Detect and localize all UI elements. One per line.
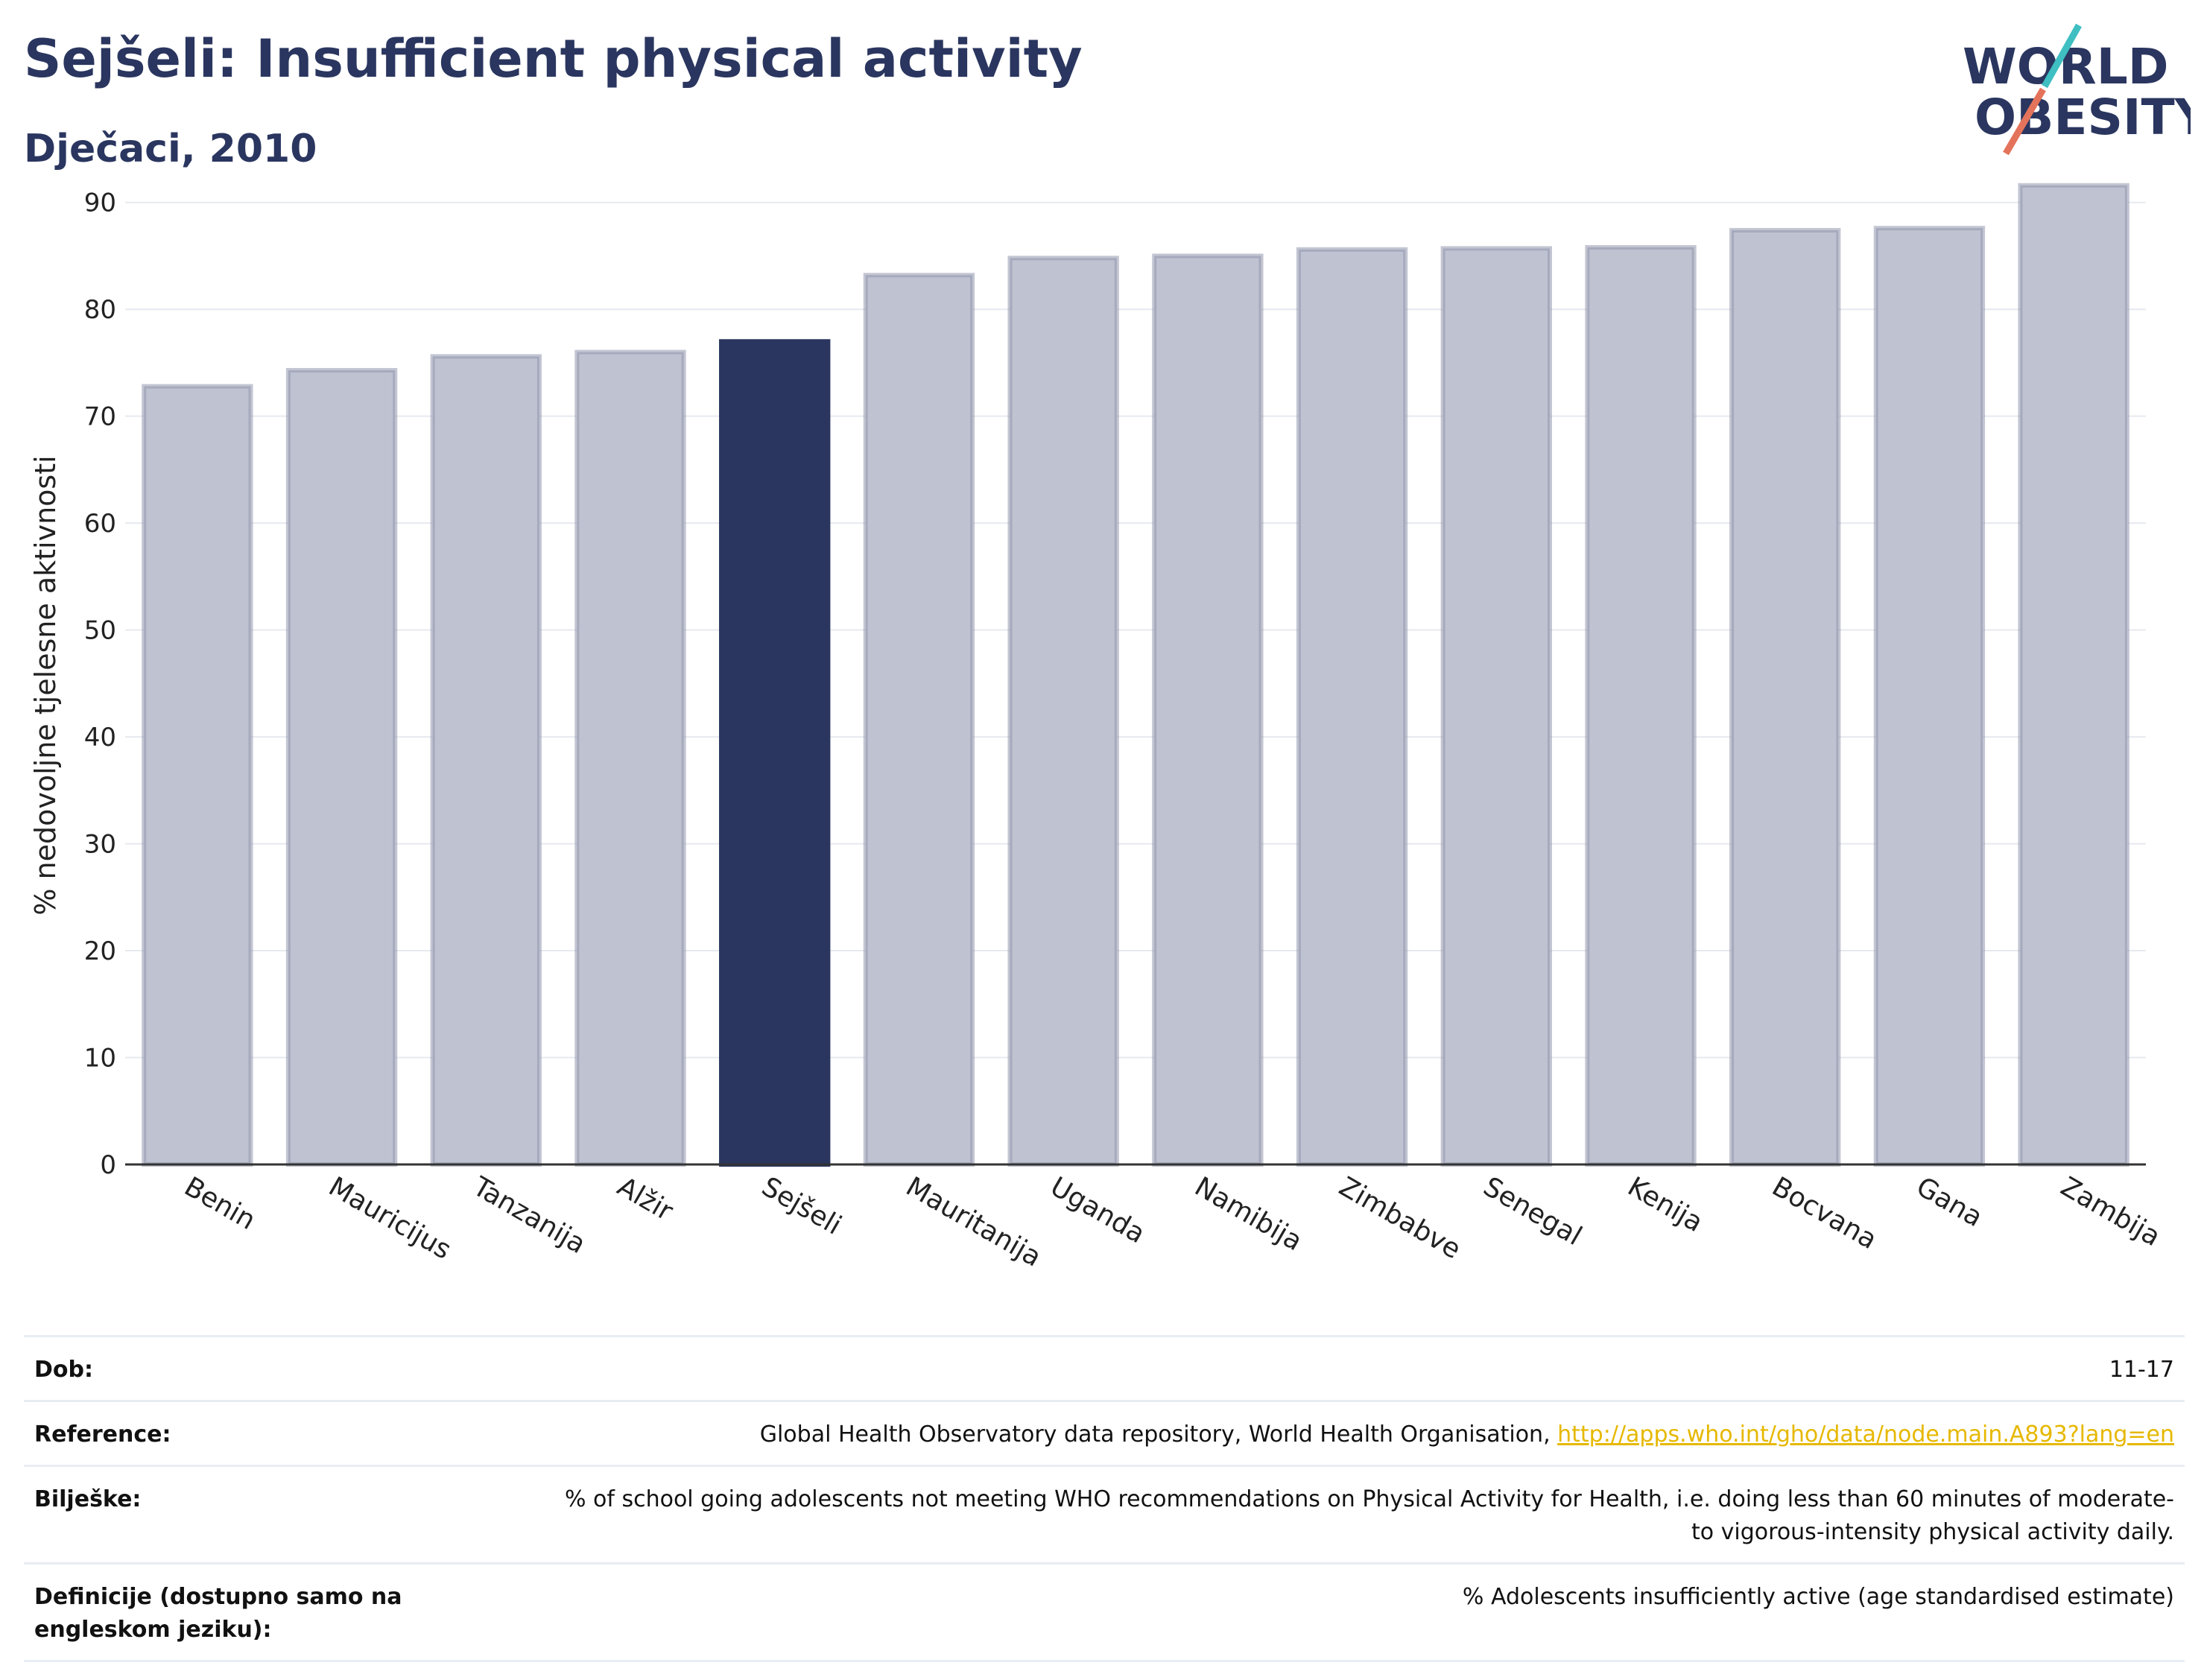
bar-gana: [1873, 226, 1986, 1167]
gridlines: [125, 201, 2146, 1059]
info-key-age: Dob:: [24, 1335, 551, 1401]
y-tick-label: 80: [84, 295, 116, 325]
bar-zimbabve: [1296, 247, 1408, 1167]
page-title: Sejšeli: Insufficient physical activity: [24, 28, 1083, 89]
y-tick-label: 70: [84, 402, 116, 432]
y-tick-label: 90: [84, 188, 116, 218]
logo-line2: OBESITY: [1975, 89, 2191, 146]
x-tick-label: Zambija: [2056, 1171, 2166, 1252]
info-row-age: Dob: 11-17: [24, 1335, 2185, 1401]
bar-senegal: [1440, 246, 1552, 1167]
bar-alžir: [574, 349, 686, 1167]
y-tick-label: 0: [100, 1150, 116, 1180]
bar-bocvana: [1729, 228, 1841, 1167]
info-key-reference: Reference:: [24, 1400, 551, 1466]
y-tick-label: 60: [84, 509, 116, 539]
y-tick-label: 20: [84, 936, 116, 966]
x-tick-label: Namibija: [1189, 1171, 1307, 1257]
world-obesity-logo: WORLD OBESITY: [1963, 23, 2191, 156]
y-tick-label: 10: [84, 1044, 116, 1074]
x-tick-label: Bocvana: [1767, 1171, 1882, 1255]
bars: [142, 183, 2129, 1167]
bar-benin: [142, 384, 253, 1167]
info-row-reference: Reference: Global Health Observatory dat…: [24, 1400, 2185, 1466]
info-row-definitions: Definicije (dostupno samo na engleskom j…: [24, 1562, 2185, 1662]
bar-uganda: [1007, 256, 1119, 1167]
bar-sejšeli: [719, 339, 831, 1167]
x-tick-label: Alžir: [612, 1171, 679, 1227]
x-tick-label: Kenija: [1623, 1171, 1709, 1238]
bar-tanzanija: [430, 354, 542, 1167]
info-value-notes: % of school going adolescents not meetin…: [551, 1465, 2185, 1564]
x-tick-label: Mauritanija: [901, 1171, 1046, 1272]
info-key-definitions: Definicije (dostupno samo na engleskom j…: [24, 1562, 551, 1662]
logo-slash-teal: [2042, 23, 2082, 89]
info-value-definitions: % Adolescents insufficiently active (age…: [551, 1562, 2185, 1662]
x-tick-label: Benin: [179, 1171, 260, 1236]
reference-text: Global Health Observatory data repositor…: [759, 1421, 1558, 1448]
y-tick-label: 30: [84, 830, 116, 860]
reference-link[interactable]: http://apps.who.int/gho/data/node.main.A…: [1557, 1421, 2174, 1448]
y-axis-ticks: 0 10 20 30 40 50 60 70 80 90: [84, 188, 116, 1180]
y-tick-label: 40: [84, 723, 116, 752]
x-tick-label: Senegal: [1478, 1171, 1587, 1252]
logo-slash-coral: [2003, 87, 2046, 156]
info-value-reference: Global Health Observatory data repositor…: [551, 1400, 2185, 1466]
x-tick-label: Tanzanija: [467, 1171, 591, 1260]
info-row-notes: Bilješke: % of school going adolescents …: [24, 1465, 2185, 1564]
x-tick-label: Gana: [1911, 1171, 1988, 1233]
x-tick-label: Uganda: [1045, 1171, 1150, 1249]
x-tick-label: Zimbabve: [1334, 1171, 1466, 1265]
bar-mauricijus: [285, 367, 398, 1167]
bar-namibija: [1152, 253, 1264, 1167]
bar-zambija: [2018, 183, 2129, 1167]
x-tick-label: Sejšeli: [756, 1171, 846, 1240]
info-key-notes: Bilješke:: [24, 1465, 551, 1564]
bar-kenija: [1585, 244, 1697, 1167]
y-tick-label: 50: [84, 616, 116, 646]
page-subtitle: Dječaci, 2010: [24, 127, 317, 171]
bar-mauritanija: [863, 273, 975, 1167]
info-value-age: 11-17: [551, 1335, 2185, 1401]
bar-chart: 0 10 20 30 40 50 60 70 80 90 Benin Mauricijus Tanza…: [29, 183, 2165, 1273]
x-axis-ticks: Benin Mauricijus Tanzanija Alžir Sejšeli Maur…: [179, 1171, 2165, 1273]
x-tick-label: Mauricijus: [323, 1171, 456, 1266]
y-axis-label: % nedovoljne tjelesne aktivnosti: [29, 455, 62, 915]
info-table: Dob: 11-17 Reference: Global Health Obse…: [24, 1335, 2185, 1662]
